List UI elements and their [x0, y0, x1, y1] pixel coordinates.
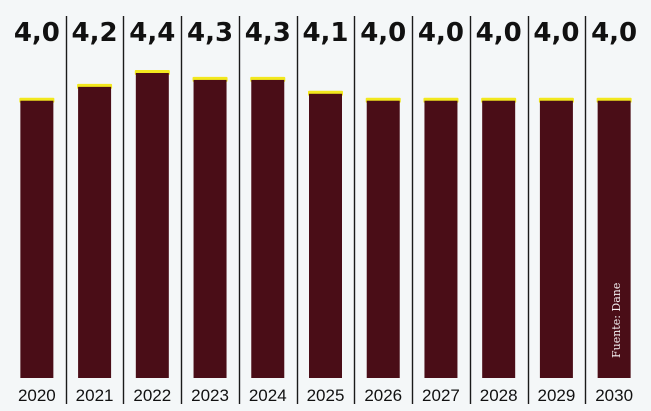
value-label-2024: 4,3 — [245, 18, 291, 48]
bar-2030 — [597, 100, 631, 379]
year-labels-group: 2020 2021 2022 2023 2024 2025 2026 2027 2028 2029… — [18, 386, 633, 405]
value-labels-group: 4,0 4,2 4,4 4,3 4,3 4,1 4,0 4,0 4,0 4,0 4,0 — [14, 18, 637, 48]
value-label-2025: 4,1 — [302, 18, 348, 48]
bar-2025 — [309, 93, 342, 378]
bar-2022 — [135, 73, 169, 378]
value-label-2027: 4,0 — [418, 18, 464, 48]
value-label-2021: 4,2 — [72, 18, 118, 48]
year-label-2027: 2027 — [422, 386, 460, 405]
value-label-2026: 4,0 — [360, 18, 406, 48]
bar-2027 — [424, 100, 458, 379]
year-label-2024: 2024 — [249, 386, 287, 405]
bar-2028 — [482, 100, 516, 379]
bar-2026 — [366, 100, 400, 379]
value-label-2023: 4,3 — [187, 18, 233, 48]
year-label-2022: 2022 — [133, 386, 171, 405]
value-label-2022: 4,4 — [129, 18, 175, 48]
bar-2023 — [193, 79, 227, 378]
value-label-2028: 4,0 — [476, 18, 522, 48]
source-note: Fuente: Dane — [610, 283, 623, 358]
year-label-2026: 2026 — [364, 386, 402, 405]
year-label-2025: 2025 — [307, 386, 345, 405]
year-label-2030: 2030 — [595, 386, 633, 405]
bar-2029 — [539, 100, 573, 379]
value-label-2029: 4,0 — [533, 18, 579, 48]
value-label-2030: 4,0 — [591, 18, 637, 48]
bar-2024 — [251, 79, 285, 378]
column-dividers — [65, 16, 587, 404]
year-label-2028: 2028 — [480, 386, 518, 405]
bar-2020 — [20, 100, 54, 379]
value-label-2020: 4,0 — [14, 18, 60, 48]
year-label-2029: 2029 — [537, 386, 575, 405]
year-label-2023: 2023 — [191, 386, 229, 405]
bar-2021 — [78, 86, 112, 378]
year-label-2020: 2020 — [18, 386, 56, 405]
bars-group — [19, 70, 632, 379]
year-label-2021: 2021 — [76, 386, 114, 405]
